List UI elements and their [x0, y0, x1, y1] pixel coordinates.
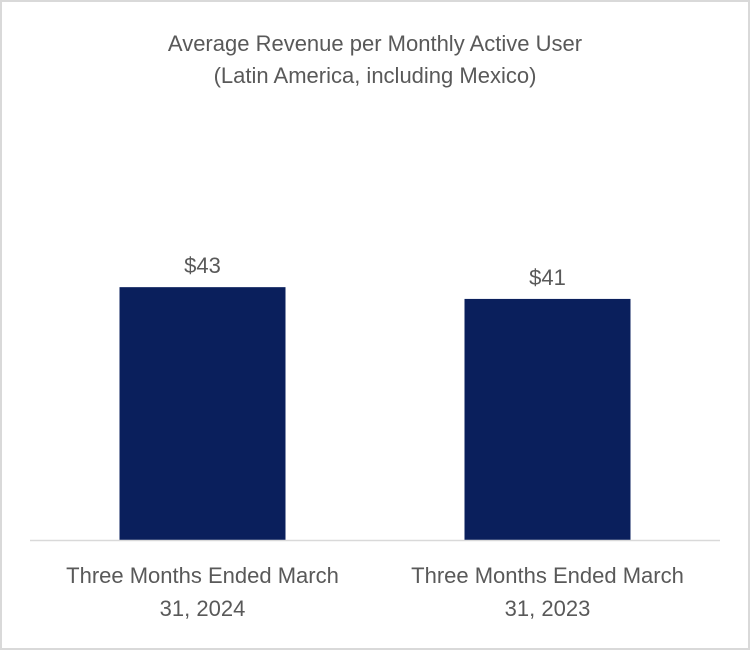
category-label: 31, 2024 [160, 596, 246, 621]
chart-subtitle: (Latin America, including Mexico) [213, 63, 537, 88]
category-label: Three Months Ended March [66, 563, 339, 588]
chart-title: Average Revenue per Monthly Active User [167, 31, 583, 56]
category-label: Three Months Ended March [411, 563, 684, 588]
data-label: $41 [529, 265, 566, 290]
data-label: $43 [184, 253, 221, 278]
chart-title-block: Average Revenue per Monthly Active User … [0, 28, 750, 92]
category-label: 31, 2023 [505, 596, 591, 621]
bar [119, 287, 286, 540]
bar [464, 298, 631, 540]
